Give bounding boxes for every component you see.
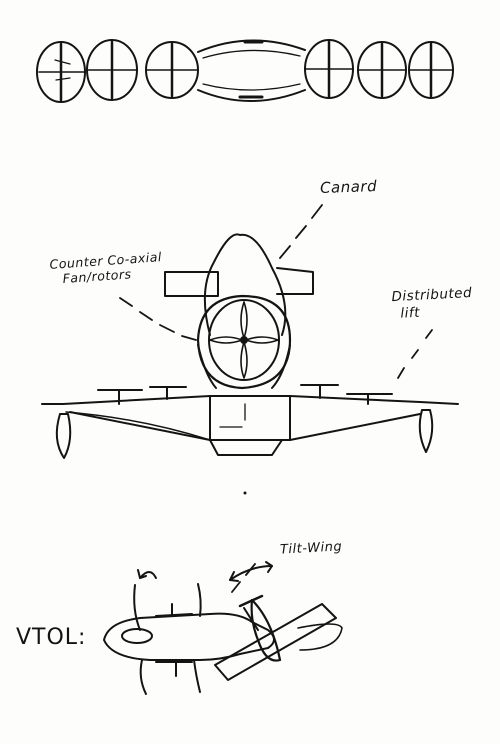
canard-left [164,271,219,297]
coaxial-fan-rotor [208,299,280,381]
wingtip-rotor-right [418,409,434,453]
rotation-arrow-left [139,571,157,579]
vtol-fuselage [103,612,275,661]
canard-label: Canard [319,177,378,197]
fuselage-nose [203,233,287,336]
vtol-label: VTOL: [16,625,87,650]
wingtip-rotor-left [55,413,72,459]
tilt-wing [214,603,337,681]
fuselage-bottom [209,439,283,456]
vtol-side-view [103,561,343,695]
rotor-disc [408,41,454,99]
rotor-disc [357,41,407,99]
front-view-aircraft [41,233,459,459]
main-wing-top [41,395,459,405]
rotor-disc [304,39,354,99]
rotation-arrow-tilt [229,565,273,581]
distributed-lift-label: Distributed lift [391,285,473,323]
rotor-disc [145,41,199,99]
rotor-disc [86,39,138,101]
distributed-lift-rotors [97,384,393,405]
cockpit-window [121,628,153,644]
rotor-disc [36,41,86,103]
canard-right [276,267,314,295]
top-rotor-array [36,39,454,103]
